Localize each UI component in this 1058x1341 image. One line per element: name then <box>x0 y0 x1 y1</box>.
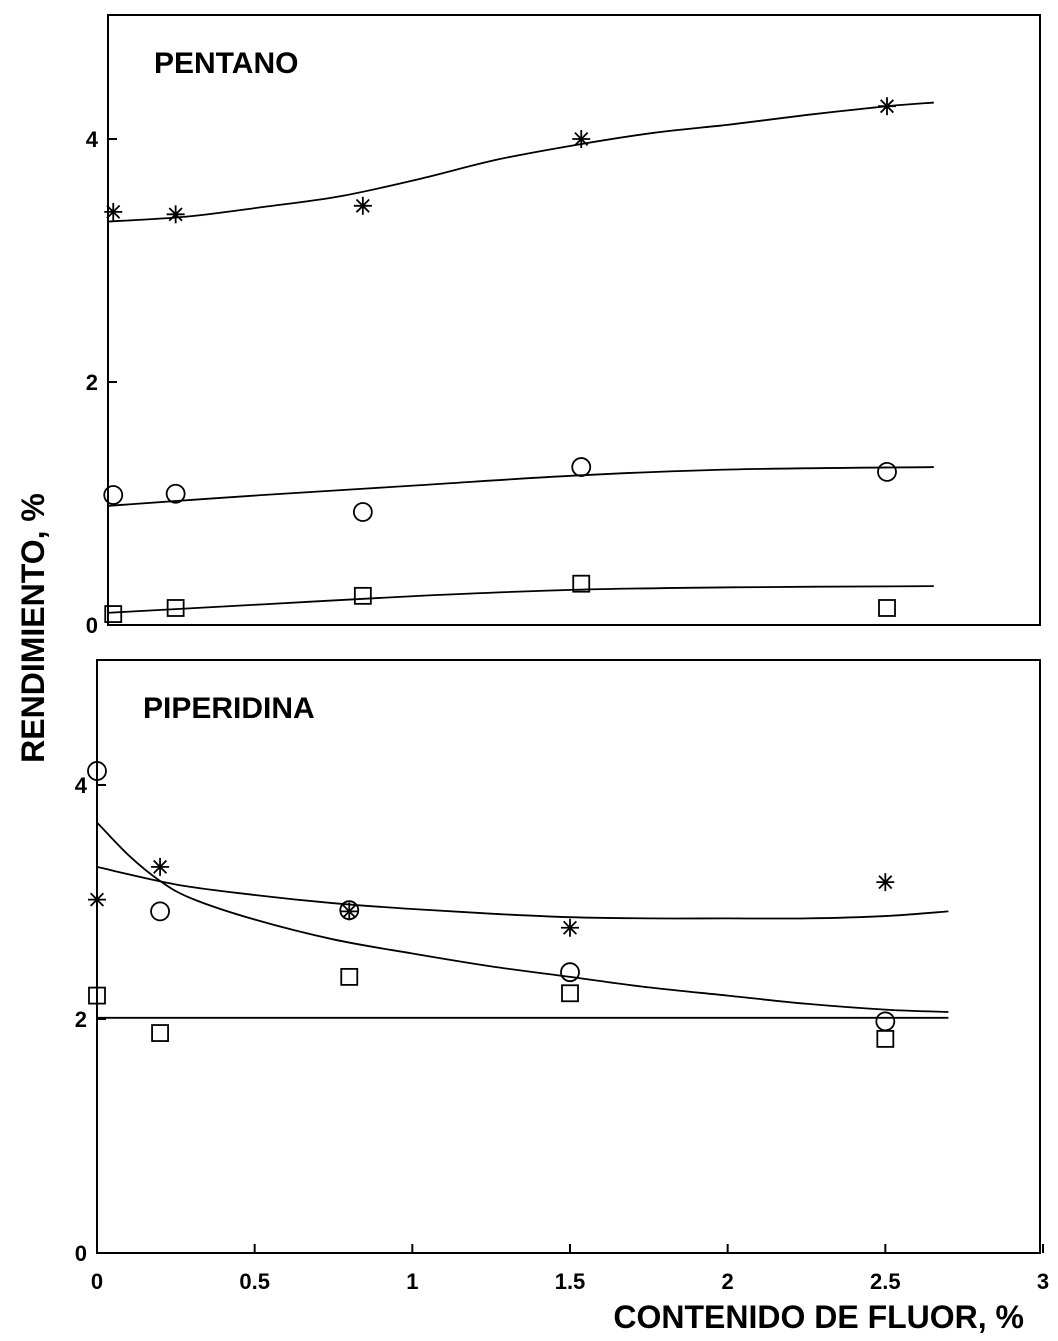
data-point-star <box>151 857 170 876</box>
data-point-square <box>151 1024 169 1042</box>
y-tick-label: 0 <box>75 1241 87 1266</box>
x-tick-label: 1 <box>406 1269 418 1294</box>
data-point-star <box>561 918 579 937</box>
plot-frame <box>107 14 1041 626</box>
data-point-square <box>561 984 579 1003</box>
x-tick-label: 2.5 <box>870 1269 901 1294</box>
data-point-star <box>878 97 896 116</box>
panel-piperidina: PIPERIDINA 0 2 4 0 0.5 1 1.5 2 2.5 3 <box>75 659 1049 1294</box>
y-tick-label: 0 <box>86 613 98 638</box>
x-tick-label: 0 <box>91 1269 103 1294</box>
data-point-circle <box>875 1011 896 1032</box>
data-point-square <box>353 586 372 605</box>
x-axis-title: CONTENIDO DE FLUOR, % <box>613 1299 1024 1335</box>
data-point-square <box>572 574 591 593</box>
x-tick-label: 2 <box>722 1269 734 1294</box>
data-point-star <box>88 890 106 909</box>
data-point-circle <box>87 761 107 781</box>
y-tick-label: 2 <box>75 1007 87 1032</box>
data-point-circle <box>877 462 897 482</box>
data-point-circle <box>103 485 124 505</box>
data-point-star <box>104 202 123 221</box>
y-tick-label: 2 <box>86 370 98 395</box>
series-circle <box>103 457 934 522</box>
series-star <box>88 857 949 937</box>
data-point-circle <box>571 457 592 477</box>
data-point-circle <box>339 900 360 921</box>
data-point-square <box>340 967 359 986</box>
x-tick-label: 3 <box>1037 1269 1049 1294</box>
fit-line-star <box>96 866 949 920</box>
data-point-square <box>88 986 106 1005</box>
data-point-circle <box>150 901 170 922</box>
y-tick-label: 4 <box>75 773 88 798</box>
data-point-star <box>572 130 591 148</box>
panel-pentano: PENTANO 0 2 4 <box>86 14 1041 638</box>
series-circle <box>87 761 949 1032</box>
data-point-star <box>353 196 372 215</box>
y-tick-label: 4 <box>86 127 99 152</box>
plots-layer: PENTANO 0 2 4 PIPERIDINA 0 2 4 0 0.5 1 1.5 2 2.5 3 <box>75 14 1049 1294</box>
fit-line-circle <box>96 821 949 1013</box>
data-point-square <box>104 605 123 623</box>
y-axis-title: RENDIMIENTO, % <box>15 493 51 763</box>
data-point-circle <box>352 502 373 522</box>
series-square <box>104 574 934 623</box>
x-tick-label: 1.5 <box>555 1269 586 1294</box>
data-point-star <box>876 873 895 892</box>
panel-title: PIPERIDINA <box>143 692 315 725</box>
data-point-circle <box>560 962 580 983</box>
fit-line-circle <box>106 466 934 507</box>
data-point-square <box>166 599 185 617</box>
data-point-circle <box>165 483 186 504</box>
panel-title: PENTANO <box>154 47 298 80</box>
data-point-square <box>876 1029 895 1048</box>
data-point-star <box>340 902 359 921</box>
series-star <box>104 97 934 224</box>
data-point-square <box>878 599 896 617</box>
fit-line-square <box>106 585 934 614</box>
data-point-star <box>166 205 185 224</box>
fit-line-star <box>106 101 934 223</box>
series-square <box>88 967 949 1048</box>
plot-frame <box>96 659 1041 1254</box>
x-tick-label: 0.5 <box>239 1269 270 1294</box>
